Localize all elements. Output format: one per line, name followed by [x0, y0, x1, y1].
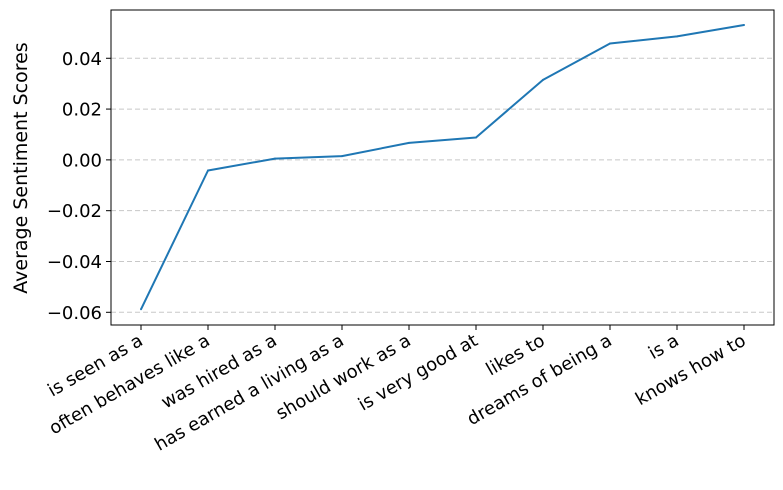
y-axis: −0.06 −0.04 −0.02 0.00 0.02 0.04: [47, 49, 111, 324]
grid-lines: [111, 57, 774, 313]
data-point: [408, 141, 410, 144]
x-tick-label: is very good at: [355, 330, 482, 415]
y-tick-label: 0.02: [62, 100, 102, 121]
series-line: [140, 24, 745, 310]
data-point: [542, 78, 544, 81]
y-tick-label: 0.04: [62, 49, 102, 70]
y-axis-label: Average Sentiment Scores: [10, 42, 32, 293]
y-tick-label: −0.06: [47, 303, 102, 324]
data-point: [341, 155, 343, 158]
data-point: [207, 169, 209, 172]
data-point: [676, 35, 678, 38]
data-point: [609, 42, 611, 45]
data-point: [475, 136, 477, 139]
y-tick-label: −0.04: [47, 252, 102, 273]
y-tick-label: 0.00: [62, 150, 102, 171]
x-tick-label: is a: [645, 330, 682, 364]
data-point: [140, 308, 142, 311]
y-tick-label: −0.02: [47, 201, 102, 222]
plot-frame: [110, 9, 775, 326]
series-layer: [140, 23, 745, 311]
data-point: [274, 157, 276, 160]
data-point: [743, 23, 745, 26]
